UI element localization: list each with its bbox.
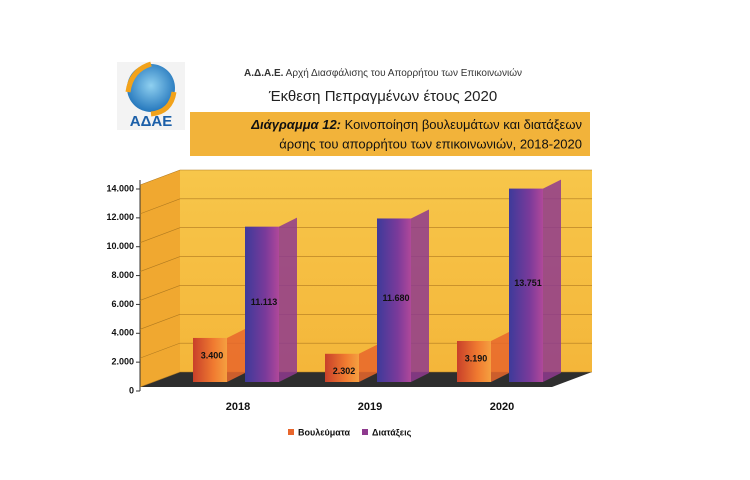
value-label: 3.190	[465, 353, 488, 363]
logo-arc	[125, 61, 152, 93]
chart-title-prefix: Διάγραμμα 12:	[250, 117, 341, 132]
y-tick-label: 0	[129, 385, 134, 395]
grid-line	[139, 371, 592, 388]
chart-title: Διάγραμμα 12: Κοινοποίηση βουλευμάτων κα…	[250, 117, 582, 132]
chart-title-line: άρσης του απορρήτου των επικοινωνιών, 20…	[279, 136, 582, 151]
title-band	[190, 112, 590, 156]
legend-label: Βουλεύματα	[298, 427, 351, 437]
bar-side	[359, 344, 377, 382]
value-label: 2.302	[333, 366, 356, 376]
bar-side	[411, 209, 429, 382]
logo-globe	[127, 64, 175, 112]
value-label: 3.400	[201, 350, 224, 360]
chart-title-line: Κοινοποίηση βουλευμάτων και διατάξεων	[345, 117, 582, 132]
org-line: Α.Δ.Α.Ε. Αρχή Διασφάλισης του Απορρήτου …	[244, 67, 522, 79]
y-tick-label: 12.000	[106, 212, 134, 222]
logo-arc	[150, 91, 177, 117]
value-label: 11.113	[251, 297, 278, 307]
bar-side	[227, 328, 245, 382]
y-tick-label: 14.000	[106, 183, 134, 193]
legend-swatch	[288, 429, 294, 435]
grid-line	[139, 285, 592, 301]
value-label: 13.751	[514, 278, 542, 288]
logo-text: ΑΔΑΕ	[130, 113, 172, 130]
y-tick-label: 6.000	[111, 299, 134, 309]
y-tick-label: 10.000	[106, 241, 134, 251]
y-tick-label: 2.000	[111, 357, 134, 367]
grid-line	[139, 342, 592, 359]
x-tick-label: 2020	[490, 401, 514, 413]
bar	[245, 226, 279, 382]
legend-label: Διατάξεις	[372, 427, 412, 437]
grid-line	[139, 313, 592, 330]
grid-line	[139, 256, 592, 272]
side-wall	[140, 170, 180, 387]
bar	[193, 337, 227, 382]
logo: ΑΔΑΕ	[117, 61, 185, 130]
grid-line	[139, 227, 592, 243]
y-tick-label: 4.000	[111, 328, 134, 338]
bar	[509, 188, 543, 382]
legend-swatch	[362, 429, 368, 435]
x-tick-label: 2019	[358, 401, 382, 413]
grid-line	[139, 198, 592, 215]
bar-side	[491, 331, 509, 382]
report-title: Έκθεση Πεπραγμένων έτους 2020	[268, 88, 497, 105]
bar	[377, 218, 411, 382]
x-tick-label: 2018	[226, 401, 250, 413]
y-tick-label: 8.000	[111, 270, 134, 280]
bar	[457, 340, 491, 382]
value-label: 11.680	[382, 293, 409, 303]
bar	[325, 353, 359, 382]
grid-line	[139, 169, 592, 186]
bar-side	[279, 217, 297, 382]
bar-side	[543, 179, 561, 382]
org-name: Αρχή Διασφάλισης του Απορρήτου των Επικο…	[286, 67, 522, 79]
org-abbr: Α.Δ.Α.Ε.	[244, 68, 284, 79]
